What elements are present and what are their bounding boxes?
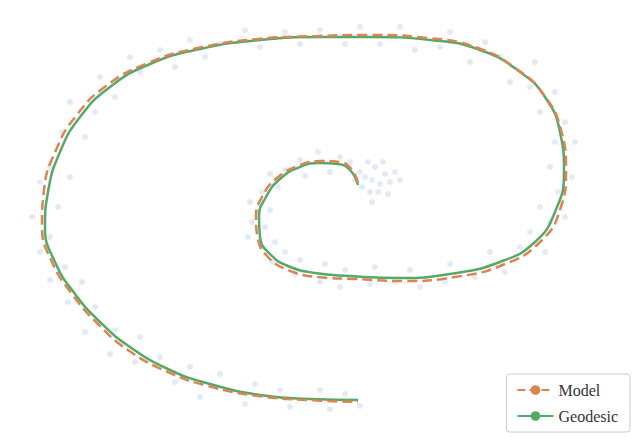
svg-text:Geodesic: Geodesic (558, 408, 618, 425)
svg-text:Model: Model (558, 382, 600, 399)
